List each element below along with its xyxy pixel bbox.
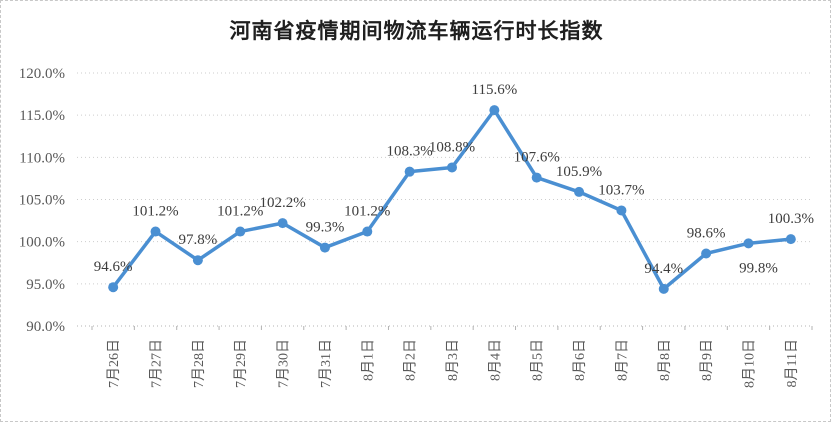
x-axis-tick-label: 8月10日 (741, 339, 757, 388)
data-point-marker (235, 226, 246, 237)
x-axis-tick-label: 7月26日 (106, 339, 122, 388)
x-axis-tick-label: 8月3日 (445, 339, 461, 381)
y-axis-tick-label: 95.0% (26, 277, 65, 293)
x-axis-tick-label: 7月28日 (191, 339, 207, 388)
data-point-label: 108.8% (429, 139, 475, 155)
x-axis-tick-label: 8月9日 (699, 339, 715, 381)
data-point-marker (701, 248, 712, 259)
data-point-marker (489, 105, 500, 116)
data-point-marker (277, 218, 288, 229)
data-point-marker (531, 172, 542, 183)
x-axis-tick-label: 8月5日 (530, 339, 546, 381)
x-axis-tick-label: 7月30日 (276, 339, 292, 388)
data-point-label: 101.2% (344, 204, 390, 220)
data-point-label: 99.3% (306, 220, 345, 236)
data-point-label: 98.6% (687, 225, 726, 241)
data-point-label: 97.8% (179, 232, 218, 248)
y-axis-tick-label: 100.0% (19, 235, 65, 251)
data-point-marker (447, 162, 457, 173)
data-point-marker (404, 166, 415, 177)
data-point-label: 101.2% (132, 204, 178, 220)
data-point-marker (658, 283, 669, 294)
data-point-label: 105.9% (556, 164, 602, 180)
x-axis-tick-label: 8月11日 (784, 339, 800, 387)
data-point-label: 107.6% (514, 150, 560, 166)
x-axis-tick-label: 8月7日 (614, 339, 630, 381)
data-point-marker (150, 226, 161, 237)
y-axis-tick-label: 115.0% (19, 108, 65, 124)
data-point-marker (616, 205, 627, 216)
data-point-label: 115.6% (472, 82, 518, 98)
x-axis-tick-label: 7月31日 (318, 339, 334, 388)
chart-title: 河南省疫情期间物流车辆运行时长指数 (229, 19, 604, 43)
x-axis-tick-label: 8月2日 (403, 339, 419, 381)
x-axis-tick-label: 8月8日 (657, 339, 673, 381)
y-axis-tick-label: 110.0% (19, 150, 65, 166)
data-point-label: 103.7% (598, 182, 644, 198)
data-point-label: 100.3% (768, 211, 814, 227)
data-point-label: 99.8% (739, 260, 778, 276)
data-point-label: 101.2% (217, 204, 263, 220)
x-axis-tick-label: 8月1日 (360, 339, 376, 381)
x-axis-tick-label: 8月6日 (572, 339, 588, 381)
y-axis-tick-label: 105.0% (19, 193, 65, 209)
data-point-marker (785, 234, 796, 245)
x-axis-tick-label: 7月29日 (233, 339, 249, 388)
data-point-label: 102.2% (259, 195, 305, 211)
data-point-marker (108, 282, 119, 293)
y-axis-tick-label: 120.0% (19, 66, 65, 82)
x-axis-tick-label: 7月27日 (149, 339, 165, 388)
x-axis-tick-label: 8月4日 (487, 339, 503, 381)
data-point-marker (362, 226, 373, 237)
data-point-marker (574, 186, 585, 197)
data-point-marker (319, 242, 330, 253)
data-point-label: 94.4% (644, 261, 683, 277)
data-point-marker (192, 255, 203, 266)
y-axis-tick-label: 90.0% (26, 319, 65, 335)
data-point-marker (743, 238, 754, 249)
data-point-label: 94.6% (94, 259, 133, 275)
data-point-label: 108.3% (387, 144, 433, 160)
